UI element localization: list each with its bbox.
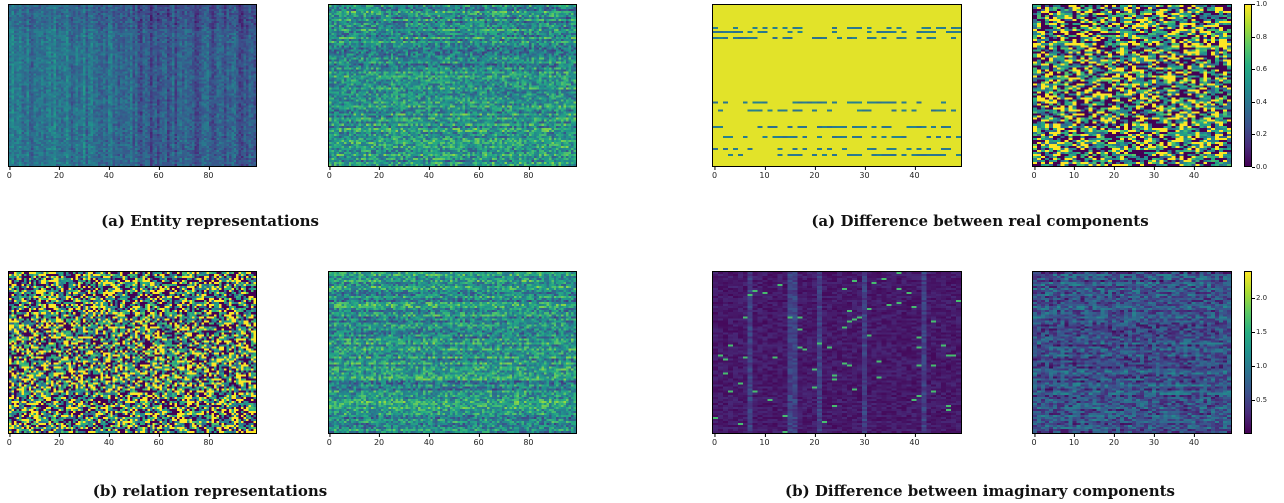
xtick-entity-right-1: 20: [373, 167, 385, 180]
heatmap-real-left: [712, 4, 962, 167]
xtick-entity-left-0: 0: [6, 167, 12, 180]
xtick-relation-left-1: 20: [53, 434, 65, 447]
xtick-imag-right-1: 10: [1068, 434, 1080, 447]
xtick-imag-right-0: 0: [1031, 434, 1037, 447]
colorbar-tick-imag-right-2: 1.5: [1251, 328, 1268, 337]
xtick-relation-right-3: 60: [473, 434, 484, 447]
xtick-real-left-1: 10: [759, 167, 770, 180]
xtick-entity-left-2: 40: [103, 167, 114, 180]
colorbar-tick-imag-right-3: 2.0: [1251, 294, 1268, 303]
heatmap-entity-right: [328, 4, 577, 167]
caption-relation: (b) relation representations: [92, 482, 328, 500]
colorbar-tick-real-right-2: 0.4: [1251, 97, 1268, 106]
heatmap-cells-real-left: [713, 5, 961, 166]
xtick-imag-left-3: 30: [859, 434, 870, 447]
colorbar-real-right: [1244, 4, 1252, 167]
xtick-real-left-4: 40: [909, 167, 920, 180]
colorbar-imag-right: [1244, 271, 1252, 434]
caption-real: (a) Difference between real components: [811, 212, 1149, 230]
xtick-relation-right-2: 40: [423, 434, 434, 447]
heatmap-cells-imag-left: [713, 272, 961, 433]
colorbar-tick-real-right-3: 0.6: [1251, 65, 1268, 74]
heatmap-real-right: [1032, 4, 1232, 167]
heatmap-relation-right: [328, 271, 577, 434]
caption-imag: (b) Difference between imaginary compone…: [785, 482, 1175, 500]
xtick-relation-left-4: 80: [203, 434, 214, 447]
colorbar-tick-imag-right-0: 0.5: [1251, 396, 1268, 405]
xtick-entity-right-3: 60: [473, 167, 484, 180]
xtick-real-left-3: 30: [859, 167, 870, 180]
xtick-imag-left-1: 10: [759, 434, 770, 447]
heatmap-cells-real-right: [1033, 5, 1231, 166]
xtick-entity-right-0: 0: [326, 167, 332, 180]
xtick-imag-left-0: 0: [711, 434, 718, 447]
heatmap-cells-entity-left: [9, 5, 256, 166]
heatmap-cells-relation-right: [329, 272, 576, 433]
xtick-relation-right-4: 80: [523, 434, 534, 447]
colorbar-tick-real-right-4: 0.8: [1251, 32, 1268, 41]
xtick-real-left-2: 20: [809, 167, 820, 180]
colorbar-tick-real-right-1: 0.2: [1251, 130, 1268, 139]
caption-entity: (a) Entity representations: [101, 212, 319, 230]
colorbar-tick-imag-right-1: 1.0: [1251, 362, 1268, 371]
xtick-relation-left-0: 0: [6, 434, 12, 447]
xtick-real-right-0: 0: [1031, 167, 1037, 180]
heatmap-cells-relation-left: [9, 272, 256, 433]
xtick-relation-left-2: 40: [103, 434, 114, 447]
colorbar-tick-real-right-0: 0.0: [1251, 163, 1268, 171]
heatmap-imag-left: [712, 271, 962, 434]
xtick-real-right-1: 10: [1068, 167, 1080, 180]
xtick-entity-left-3: 60: [153, 167, 164, 180]
colorbar-tick-real-right-5: 1.0: [1251, 0, 1268, 8]
xtick-relation-left-3: 60: [153, 434, 164, 447]
xtick-entity-right-2: 40: [423, 167, 434, 180]
xtick-real-right-3: 30: [1148, 167, 1160, 180]
xtick-imag-right-2: 20: [1108, 434, 1120, 447]
heatmap-cells-entity-right: [329, 5, 576, 166]
heatmap-cells-imag-right: [1033, 272, 1231, 433]
heatmap-relation-left: [8, 271, 257, 434]
xtick-imag-right-4: 40: [1188, 434, 1200, 447]
xtick-real-left-0: 0: [711, 167, 718, 180]
xtick-imag-right-3: 30: [1148, 434, 1160, 447]
xtick-entity-left-4: 80: [203, 167, 214, 180]
xtick-imag-left-2: 20: [809, 434, 820, 447]
xtick-relation-right-1: 20: [373, 434, 385, 447]
heatmap-entity-left: [8, 4, 257, 167]
xtick-entity-left-1: 20: [53, 167, 65, 180]
heatmap-imag-right: [1032, 271, 1232, 434]
xtick-imag-left-4: 40: [909, 434, 920, 447]
xtick-entity-right-4: 80: [523, 167, 534, 180]
xtick-real-right-2: 20: [1108, 167, 1120, 180]
xtick-real-right-4: 40: [1188, 167, 1200, 180]
xtick-relation-right-0: 0: [326, 434, 332, 447]
